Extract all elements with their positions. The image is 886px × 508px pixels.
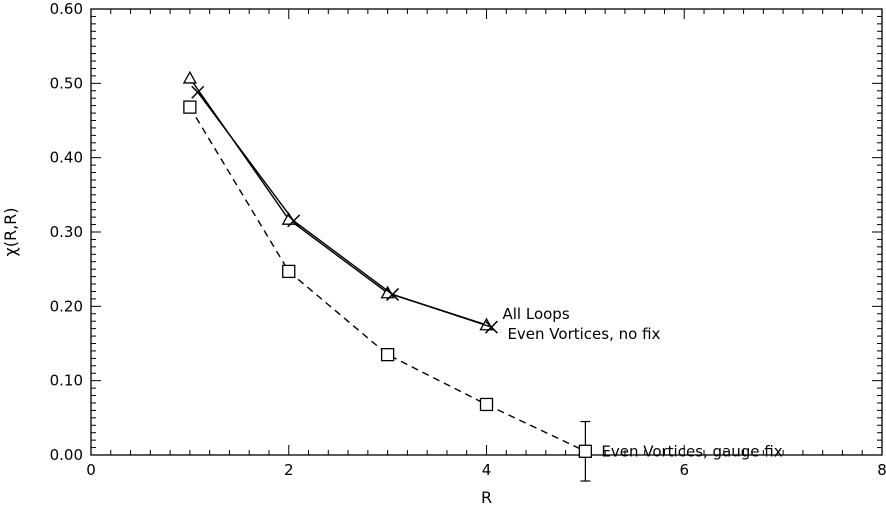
- series-line: [189, 106, 586, 452]
- x-tick-label: 4: [482, 461, 492, 479]
- axis-ticks: [90, 8, 883, 456]
- y-tick-label: 0.40: [50, 149, 83, 167]
- series-line: [189, 77, 487, 326]
- tick-labels: 0 2 4 6 8 0.00 0.10 0.20 0.30 0.40 0.50 0.60: [50, 0, 886, 479]
- square-marker: [479, 397, 494, 412]
- series-2: [183, 100, 593, 482]
- y-tick-label: 0.60: [50, 0, 83, 18]
- y-tick-label: 0.50: [50, 74, 83, 92]
- x-tick-label: 2: [284, 461, 294, 479]
- y-tick-label: 0.20: [50, 297, 83, 315]
- y-tick-label: 0.00: [50, 446, 83, 464]
- series-1: [191, 85, 498, 334]
- series-layer: [182, 70, 593, 482]
- x-tick-label: 6: [679, 461, 689, 479]
- annotation-even-vortices-no-fix: Even Vortices, no fix: [507, 325, 660, 343]
- y-axis-label: χ(R,R): [1, 207, 20, 256]
- x-tick-label: 8: [877, 461, 886, 479]
- annotation-all-loops: All Loops: [503, 305, 570, 323]
- square-marker: [183, 100, 197, 114]
- x-marker: [287, 214, 301, 228]
- square-marker: [578, 444, 593, 458]
- x-marker: [484, 320, 498, 334]
- x-axis-label: R: [481, 488, 492, 507]
- triangle-marker: [182, 70, 197, 84]
- y-tick-label: 0.30: [50, 223, 83, 241]
- series-0: [182, 70, 494, 331]
- x-marker: [191, 85, 205, 99]
- square-marker: [380, 347, 395, 362]
- annotation-even-vortices-gauge-fix: Even Vortices, gauge fix: [601, 442, 782, 460]
- y-tick-label: 0.10: [50, 372, 83, 390]
- plot-frame: [90, 8, 883, 456]
- x-tick-label: 0: [86, 461, 96, 479]
- series-line: [197, 91, 492, 328]
- square-marker: [282, 264, 296, 279]
- plot-axes: [90, 8, 883, 456]
- x-marker: [386, 287, 400, 301]
